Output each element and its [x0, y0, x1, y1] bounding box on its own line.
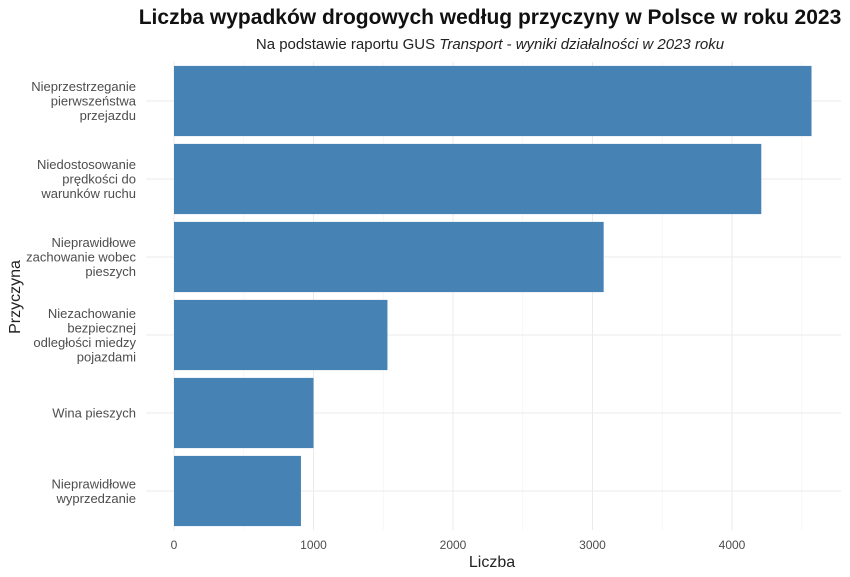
bar — [174, 65, 812, 137]
category-label: Niezachowanie bezpiecznej odległości miedz… — [33, 306, 136, 365]
category-label: Nieprawidłowe zachowanie wobec pieszych — [26, 235, 136, 279]
bar — [174, 143, 762, 215]
x-tick-label: 1000 — [300, 538, 327, 552]
bar — [174, 455, 301, 527]
category-label: Nieprawidłowe wyprzedzanie — [51, 476, 136, 506]
x-tick-label: 0 — [171, 538, 178, 552]
chart-subtitle: Na podstawie raportu GUS Transport - wyn… — [256, 36, 725, 53]
bar — [174, 221, 604, 293]
x-axis-title: Liczba — [469, 554, 515, 571]
bar — [174, 299, 388, 371]
chart-subtitle-prefix: Na podstawie raportu GUS — [256, 36, 439, 53]
x-tick-labels: 0 1000 2000 3000 4000 — [171, 538, 746, 552]
category-labels: Nieprzestrzeganie pierwszeństwa przejazdu N… — [26, 79, 137, 506]
bar — [174, 377, 314, 449]
x-tick-label: 3000 — [579, 538, 606, 552]
category-label: Niedostosowanie prędkości do warunków ruch… — [37, 157, 136, 201]
category-label: Wina pieszych — [52, 406, 136, 421]
category-label: Nieprzestrzeganie pierwszeństwa przejazdu — [31, 79, 137, 123]
x-tick-label: 2000 — [440, 538, 467, 552]
chart-subtitle-italic: Transport - wyniki działalności w 2023 r… — [439, 36, 724, 53]
chart-title: Liczba wypadków drogowych według przyczy… — [139, 6, 842, 29]
x-tick-label: 4000 — [719, 538, 746, 552]
bars — [174, 65, 812, 527]
y-axis-title: Przyczyna — [7, 260, 24, 334]
